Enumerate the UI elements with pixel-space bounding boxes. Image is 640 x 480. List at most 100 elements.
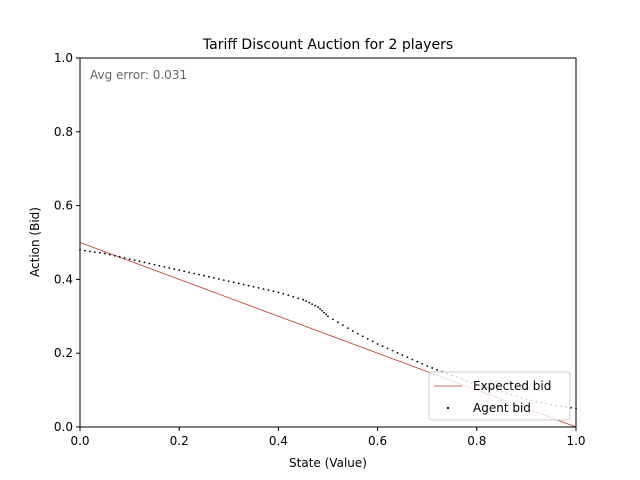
agent-bid-point: [222, 279, 225, 282]
agent-bid-point: [143, 261, 146, 264]
chart-title: Tariff Discount Auction for 2 players: [202, 37, 453, 53]
agent-bid-point: [262, 288, 265, 290]
agent-bid-point: [332, 318, 334, 321]
x-tick-label: 0.4: [269, 434, 288, 448]
agent-bid-point: [411, 358, 414, 361]
agent-bid-point: [421, 363, 424, 365]
agent-bid-point: [89, 250, 91, 253]
agent-bid-point: [173, 268, 176, 270]
legend: Expected bid Agent bid: [428, 371, 571, 421]
agent-bid-point: [193, 272, 195, 275]
agent-bid-point: [163, 265, 166, 268]
agent-bid-point: [305, 300, 308, 303]
agent-bid-point: [302, 298, 305, 301]
agent-bid-point: [426, 365, 429, 368]
agent-bid-point: [277, 291, 280, 294]
legend-agent-bid-swatch: [446, 406, 450, 410]
x-tick-label: 0.2: [170, 434, 189, 448]
agent-bid-point: [247, 284, 250, 287]
agent-bid-point: [376, 343, 379, 345]
axes-frame: [79, 57, 577, 428]
agent-bid-point: [267, 289, 270, 292]
agent-bid-point: [321, 309, 323, 312]
legend-expected-bid-label: Expected bid: [473, 379, 551, 393]
agent-bid-point: [386, 347, 389, 350]
agent-bid-point: [118, 255, 121, 258]
y-tick-label: 1.0: [54, 51, 73, 65]
y-axis: 0.0 0.2 0.4 0.6 0.8 1.0: [54, 51, 80, 434]
agent-bid-point: [323, 311, 325, 314]
agent-bid-point: [138, 260, 141, 263]
agent-bid-point: [158, 264, 161, 267]
agent-bid-point: [237, 282, 240, 285]
agent-bid-point: [242, 283, 245, 286]
y-axis-label: Action (Bid): [28, 207, 42, 277]
agent-bid-point: [570, 406, 572, 409]
x-axis-label: State (Value): [289, 456, 367, 470]
agent-bid-point: [227, 280, 230, 283]
agent-bid-point: [208, 275, 210, 278]
y-tick-label: 0.4: [54, 272, 73, 286]
agent-bid-point: [292, 295, 295, 298]
agent-bid-point: [346, 327, 349, 330]
agent-bid-point: [327, 315, 329, 318]
agent-bid-point: [148, 262, 151, 265]
agent-bid-point: [381, 345, 384, 348]
agent-bid-point: [401, 354, 404, 356]
x-tick-label: 0.6: [368, 434, 387, 448]
x-tick-label: 0.8: [467, 434, 486, 448]
agent-bid-point: [188, 271, 191, 274]
agent-bid-point: [406, 356, 409, 359]
agent-bid-point: [168, 267, 171, 269]
agent-bid-point: [391, 349, 394, 352]
x-tick-label: 1.0: [566, 434, 585, 448]
agent-bid-point: [396, 351, 399, 354]
agent-bid-point: [287, 294, 290, 297]
y-tick-label: 0.6: [54, 199, 73, 213]
agent-bid-point: [431, 367, 434, 369]
agent-bid-point: [217, 278, 220, 280]
legend-box: [428, 371, 571, 421]
agent-bid-point: [108, 253, 111, 256]
agent-bid-point: [84, 249, 86, 252]
legend-agent-bid-label: Agent bid: [473, 401, 531, 415]
agent-bid-point: [252, 285, 255, 288]
agent-bid-point: [153, 263, 156, 266]
agent-bid-point: [319, 308, 321, 310]
y-tick-label: 0.0: [54, 420, 73, 434]
agent-bid-point: [366, 337, 369, 340]
x-tick-label: 0.0: [70, 434, 89, 448]
agent-bid-point: [325, 313, 327, 316]
agent-bid-point: [232, 281, 235, 284]
y-tick-label: 0.2: [54, 346, 73, 360]
agent-bid-point: [203, 274, 205, 277]
agent-bid-point: [317, 306, 319, 308]
agent-bid-point: [361, 335, 364, 338]
agent-bid-point: [103, 252, 106, 255]
agent-bid-point: [337, 321, 339, 324]
agent-bid-point: [213, 277, 215, 279]
y-tick-label: 0.8: [54, 125, 73, 139]
agent-bid-point: [311, 303, 314, 306]
agent-bid-point: [314, 304, 317, 307]
agent-bid-point: [341, 324, 344, 327]
agent-bid-point: [98, 251, 101, 254]
agent-bid-point: [272, 290, 275, 293]
agent-bid-point: [183, 270, 186, 273]
agent-bid-point: [436, 368, 439, 371]
x-axis: 0.0 0.2 0.4 0.6 0.8 1.0: [70, 427, 586, 448]
avg-error-annotation: Avg error: 0.031: [90, 68, 187, 82]
agent-bid-point: [308, 301, 311, 304]
agent-bid-point: [93, 251, 96, 253]
agent-bid-point: [133, 259, 136, 262]
agent-bid-point: [128, 258, 131, 261]
agent-bid-point: [371, 340, 374, 343]
agent-bid-point: [351, 330, 354, 332]
agent-bid-point: [257, 286, 260, 289]
agent-bid-point: [356, 332, 359, 335]
agent-bid-point: [123, 257, 126, 259]
agent-bid-point: [416, 360, 419, 363]
agent-bid-point: [113, 254, 116, 257]
agent-bid-point: [178, 269, 181, 272]
